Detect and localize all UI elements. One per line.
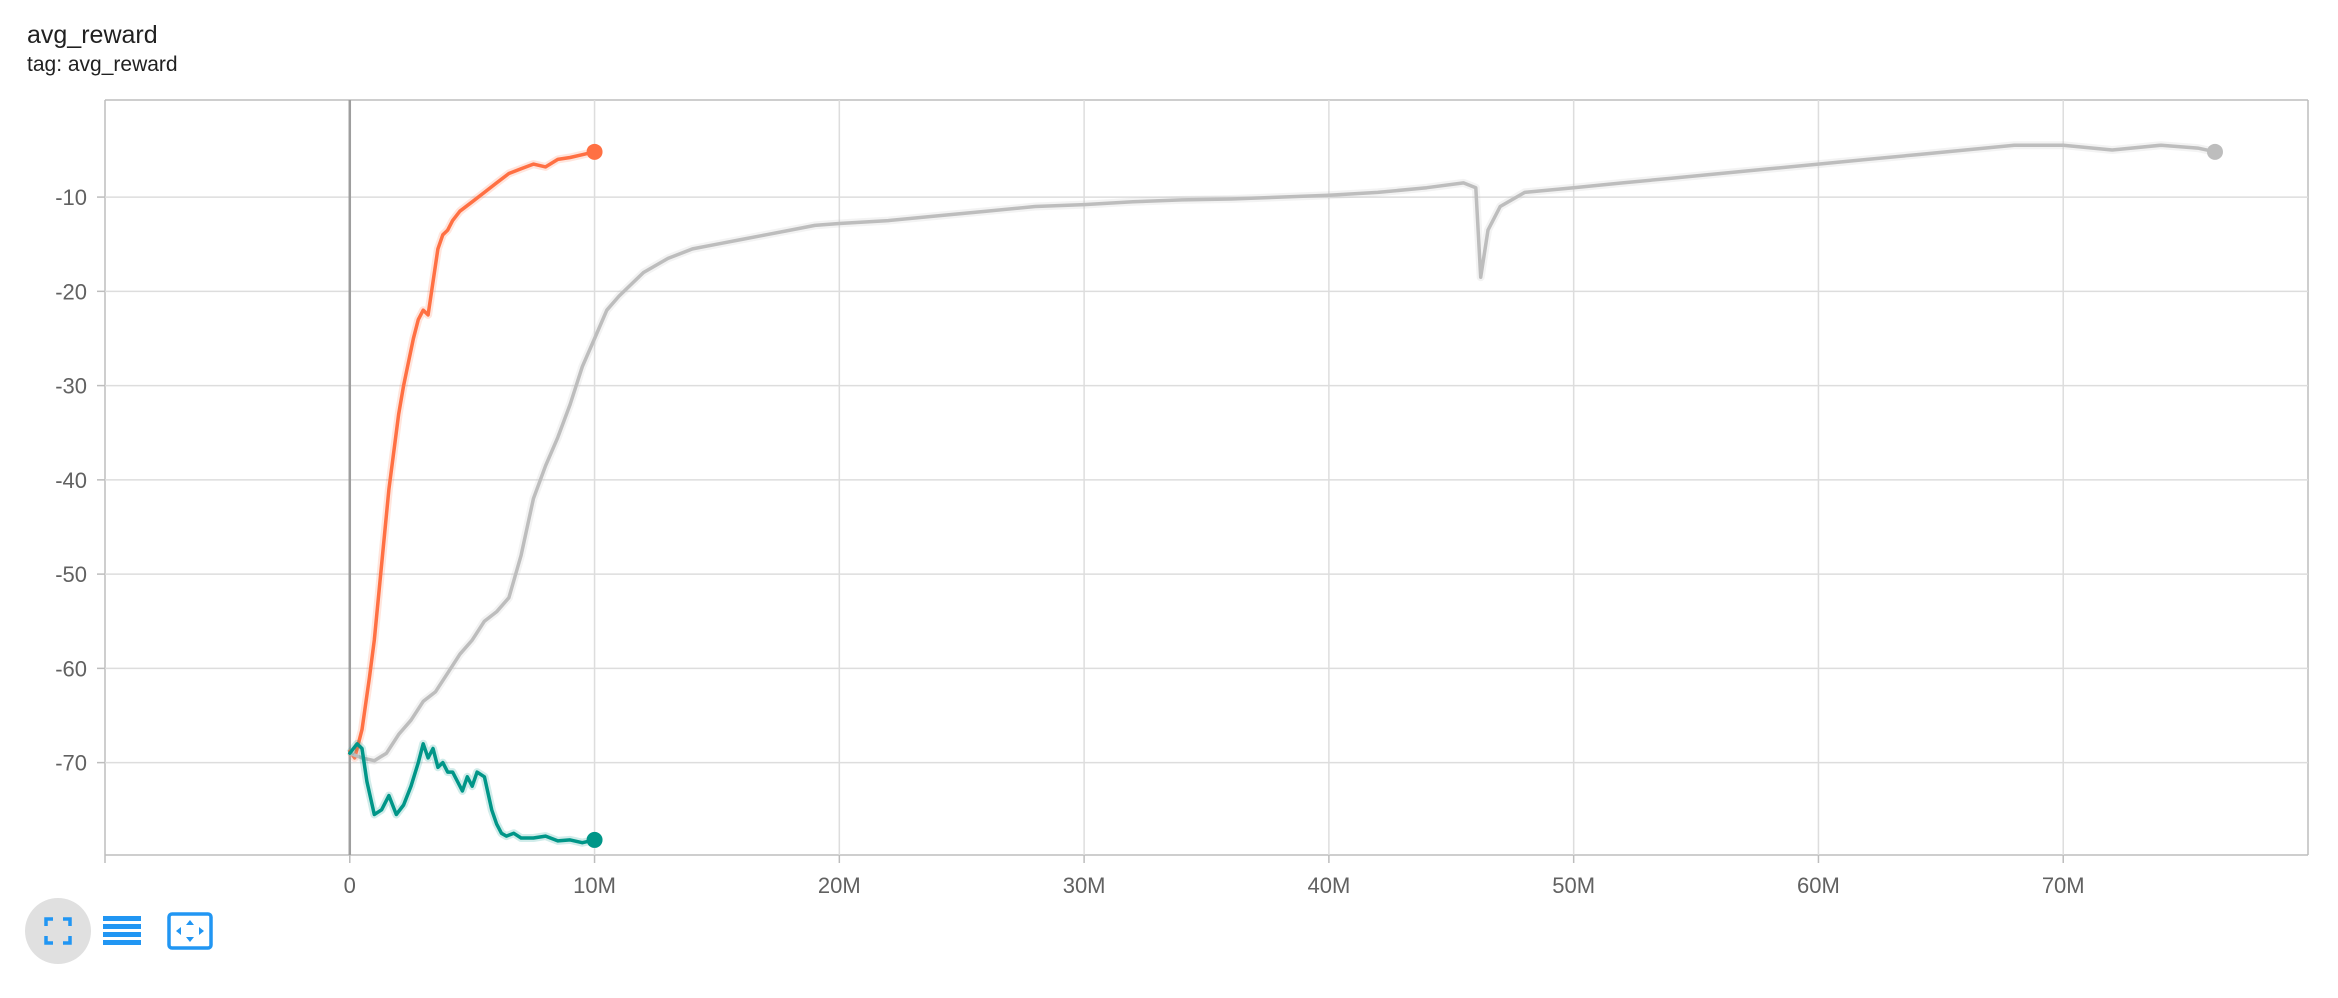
y-tick-label: -60 [55,656,87,681]
y-tick-label: -30 [55,374,87,399]
fullscreen-button[interactable] [25,898,91,964]
list-icon [103,916,141,945]
x-tick-label: 40M [1307,873,1350,898]
series-line[interactable] [348,742,597,845]
series-raw-line [346,147,596,762]
series-line[interactable] [348,150,597,760]
toggle-log-list-button[interactable] [89,898,155,964]
y-tick-label: -10 [55,185,87,210]
series-end-point[interactable] [586,143,603,160]
fullscreen-icon [44,917,72,945]
card-subtitle: tag: avg_reward [27,53,178,76]
y-tick-label: -50 [55,562,87,587]
series-raw-line [346,739,596,847]
series-end-point[interactable] [2206,143,2223,160]
series-line[interactable] [348,143,2217,763]
series-end-point[interactable] [586,831,603,848]
x-tick-label: 10M [573,873,616,898]
x-tick-label: 60M [1797,873,1840,898]
y-tick-label: -20 [55,279,87,304]
x-tick-label: 50M [1552,873,1595,898]
x-tick-label: 20M [818,873,861,898]
fit-domain-icon [167,912,213,950]
y-tick-label: -40 [55,468,87,493]
fit-domain-button[interactable] [157,898,223,964]
x-tick-label: 30M [1063,873,1106,898]
y-tick-label: -70 [55,751,87,776]
x-tick-label: 0 [344,873,356,898]
card-title: avg_reward [27,21,158,49]
x-tick-label: 70M [2042,873,2085,898]
chart-toolbar [25,898,225,968]
